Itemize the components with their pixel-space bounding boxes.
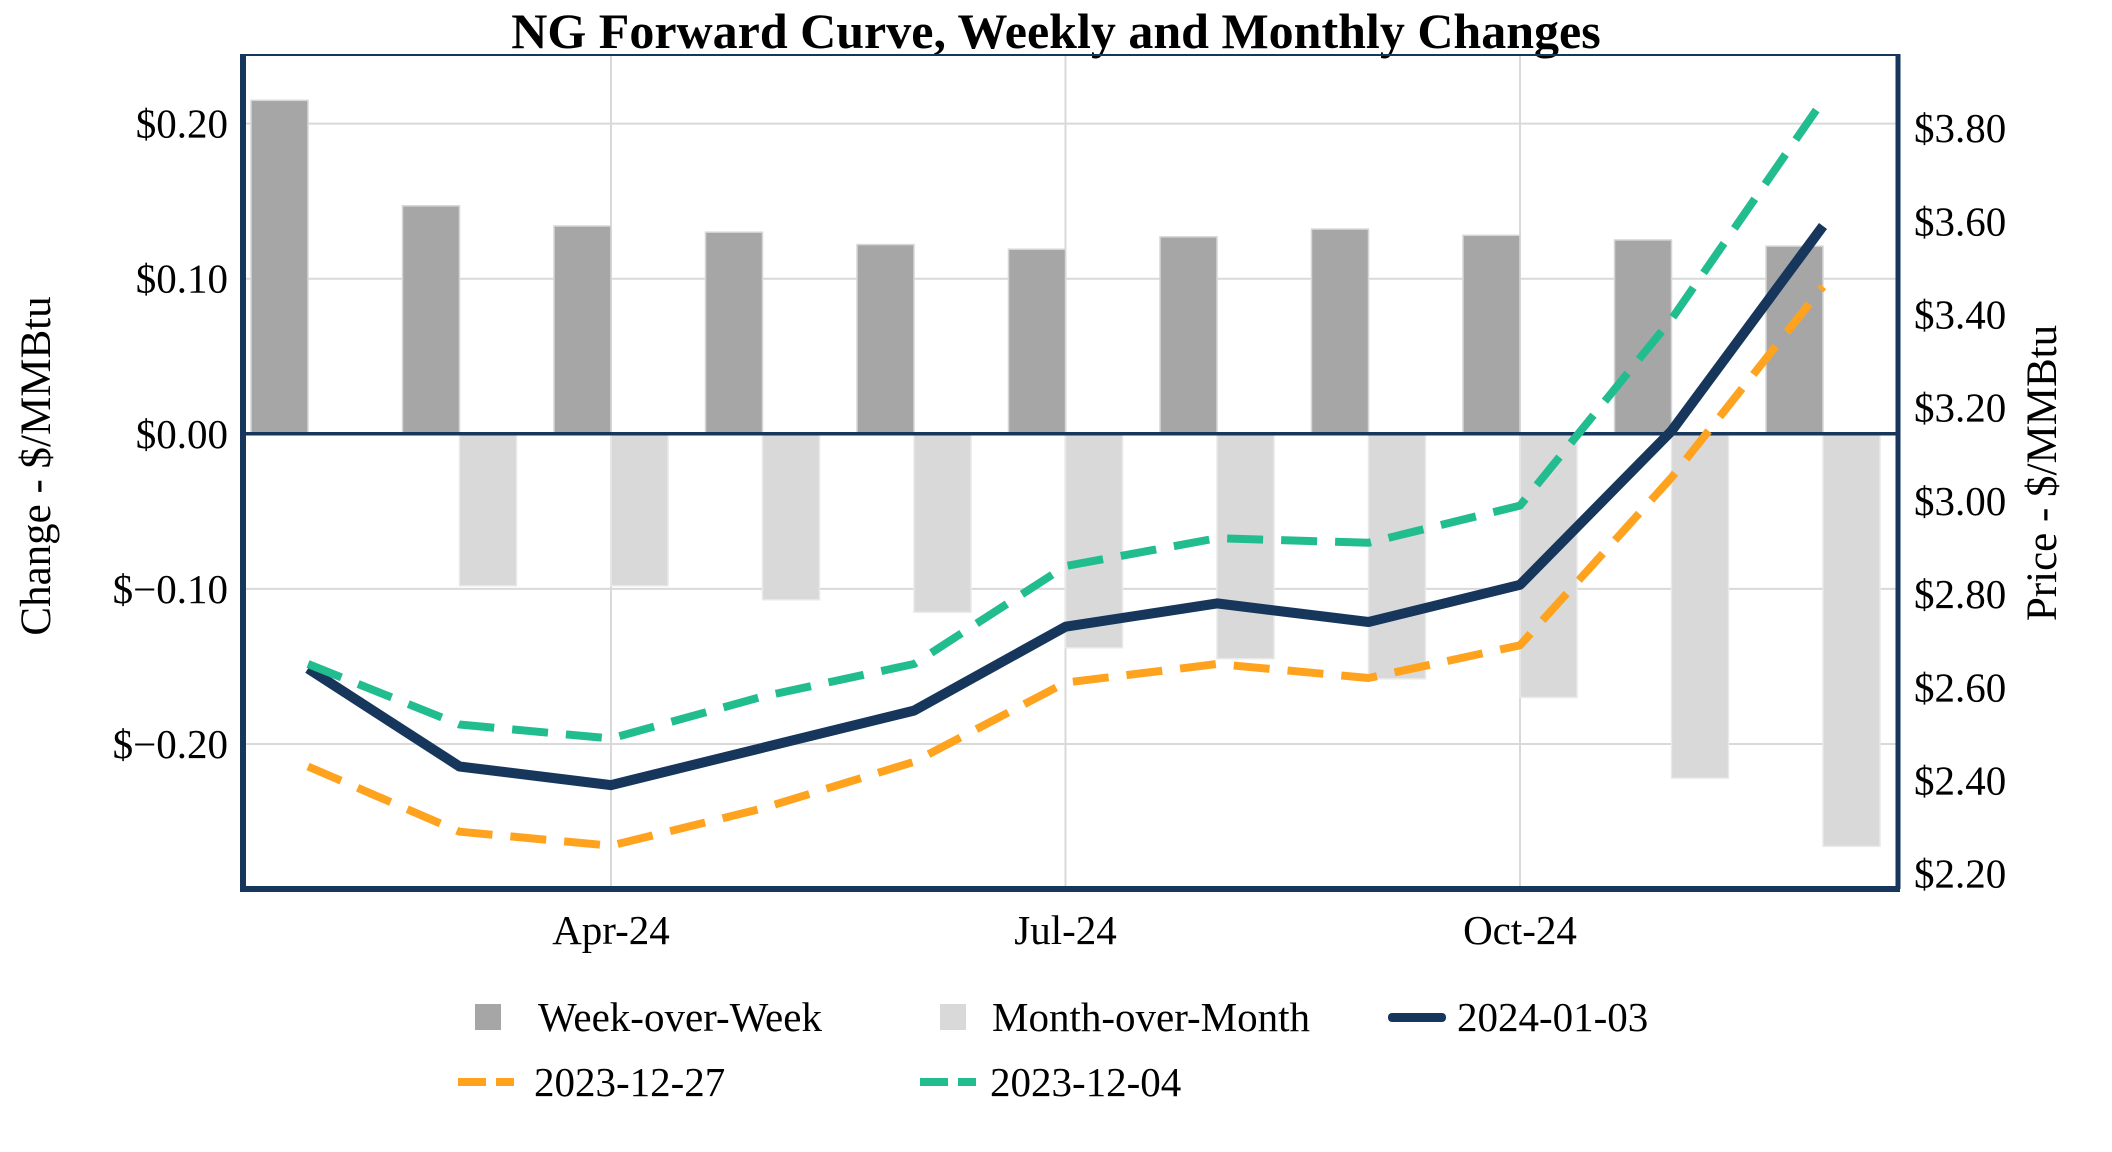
right-tick-$2.80: $2.80 <box>1914 571 2006 617</box>
right-tick-$3.00: $3.00 <box>1914 478 2006 524</box>
bar-week-over-week-Feb-24 <box>250 99 309 435</box>
bar-month-over-month-Mar-24 <box>458 433 518 587</box>
right-tick-$2.60: $2.60 <box>1914 664 2006 710</box>
legend-item-Week-over-Week: Week-over-Week <box>475 994 822 1040</box>
bar-week-over-week-Dec-24 <box>1765 245 1824 435</box>
legend-square-icon <box>475 1004 501 1030</box>
legend-square-icon <box>940 1004 966 1030</box>
left-tick-$0.00: $0.00 <box>136 411 228 457</box>
x-tick-Oct-24: Oct-24 <box>1463 907 1577 953</box>
right-tick-$3.80: $3.80 <box>1914 105 2006 151</box>
right-tick-$2.40: $2.40 <box>1914 757 2006 803</box>
left-tick-$−0.20: $−0.20 <box>113 721 228 767</box>
bar-week-over-week-Jul-24 <box>1007 248 1067 435</box>
bar-month-over-month-Sep-24 <box>1367 433 1427 680</box>
right-tick-$3.60: $3.60 <box>1914 198 2006 244</box>
x-tick-Jul-24: Jul-24 <box>1014 907 1117 953</box>
bar-month-over-month-Nov-24 <box>1670 433 1730 779</box>
legend-label: Week-over-Week <box>538 994 822 1040</box>
legend-item-2023-12-04: 2023-12-04 <box>920 1059 1182 1105</box>
bar-week-over-week-Nov-24 <box>1613 239 1673 435</box>
legend-dashed-line-icon <box>458 1078 514 1086</box>
legend-item-2023-12-27: 2023-12-27 <box>458 1059 726 1105</box>
legend-label: 2023-12-27 <box>534 1059 726 1105</box>
left-tick-$0.10: $0.10 <box>136 256 228 302</box>
bar-week-over-week-Mar-24 <box>401 205 461 435</box>
legend-solid-line-icon <box>1388 1012 1446 1022</box>
bar-month-over-month-Apr-24 <box>610 433 669 587</box>
bar-month-over-month-Jun-24 <box>913 433 972 613</box>
legend-label: Month-over-Month <box>992 994 1311 1040</box>
bar-week-over-week-Sep-24 <box>1310 228 1370 435</box>
bar-week-over-week-May-24 <box>704 231 764 435</box>
legend-item-2024-01-03: 2024-01-03 <box>1388 994 1649 1040</box>
x-tick-Apr-24: Apr-24 <box>552 907 670 953</box>
legend-item-Month-over-Month: Month-over-Month <box>940 994 1311 1040</box>
chart-title: NG Forward Curve, Weekly and Monthly Cha… <box>511 3 1601 59</box>
bar-month-over-month-May-24 <box>761 433 821 601</box>
legend-dashed-line-icon <box>920 1078 976 1086</box>
bar-week-over-week-Apr-24 <box>553 225 612 435</box>
right-axis-title: Price - $/MMBtu <box>2019 325 2066 621</box>
left-axis-title: Change - $/MMBtu <box>13 296 60 635</box>
legend-label: 2023-12-04 <box>990 1059 1182 1105</box>
right-tick-$2.20: $2.20 <box>1914 851 2006 897</box>
right-tick-$3.40: $3.40 <box>1914 292 2006 338</box>
line-2024-01-03 <box>305 223 1828 791</box>
bar-week-over-week-Aug-24 <box>1159 236 1218 435</box>
bar-week-over-week-Oct-24 <box>1462 234 1521 435</box>
right-tick-$3.20: $3.20 <box>1914 385 2006 431</box>
left-tick-$−0.10: $−0.10 <box>113 566 228 612</box>
bar-month-over-month-Dec-24 <box>1822 433 1881 848</box>
bar-month-over-month-Oct-24 <box>1519 433 1578 699</box>
bar-week-over-week-Jun-24 <box>856 243 915 435</box>
left-tick-$0.20: $0.20 <box>136 101 228 147</box>
legend-label: 2024-01-03 <box>1457 994 1649 1040</box>
bar-month-over-month-Aug-24 <box>1216 433 1275 660</box>
